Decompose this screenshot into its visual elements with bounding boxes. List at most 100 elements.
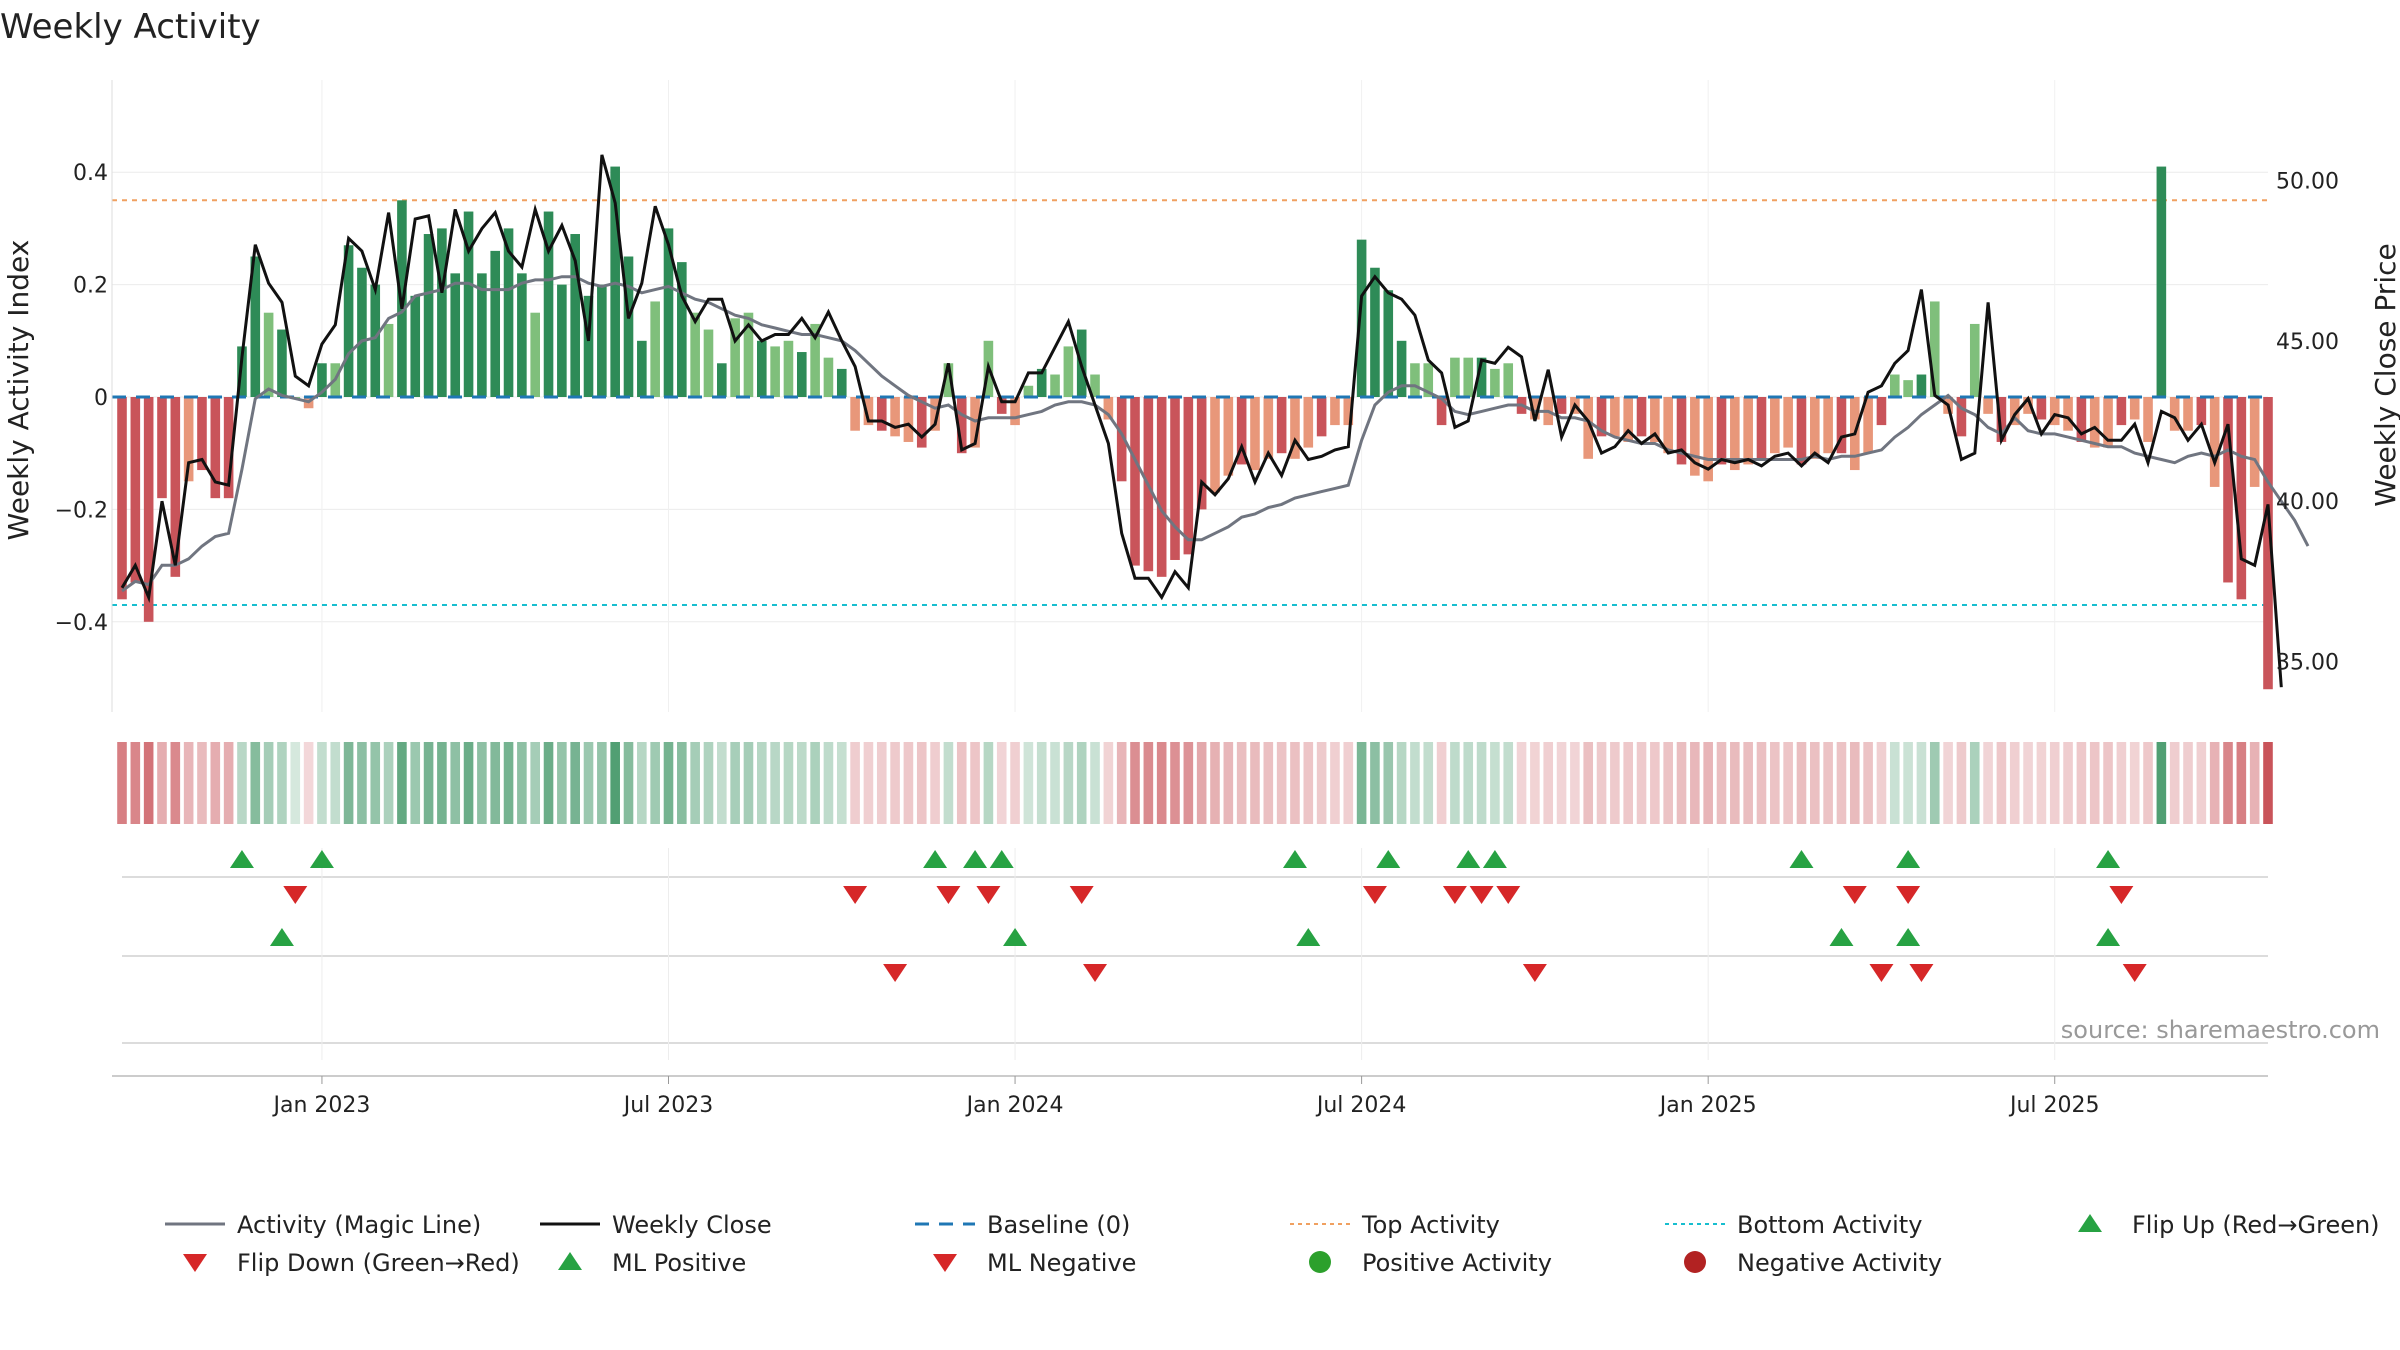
ml-positive-marker [2096, 928, 2121, 946]
heat-strip-cell [743, 742, 754, 824]
activity-bar [1636, 397, 1647, 437]
activity-bar [410, 295, 421, 397]
activity-bar [2129, 397, 2140, 420]
activity-heat-strip [117, 742, 2273, 824]
activity-bar [583, 295, 594, 397]
heat-strip-cell [1889, 742, 1900, 824]
heat-strip-cell [1916, 742, 1927, 824]
heat-strip-cell [703, 742, 714, 824]
legend-top-activity-label: Top Activity [1361, 1211, 1500, 1239]
activity-bar [836, 368, 847, 397]
activity-bar [543, 211, 554, 397]
heat-strip-cell [570, 742, 580, 824]
heat-strip-cell [197, 742, 207, 824]
activity-bar [2049, 397, 2060, 426]
legend-baseline-0-label: Baseline (0) [987, 1211, 1130, 1239]
activity-bar [1783, 397, 1793, 448]
source-note: source: sharemaestro.com [2061, 1016, 2380, 1044]
heat-strip-cell [1730, 742, 1740, 824]
activity-bar [1889, 374, 1900, 397]
activity-bar [1770, 397, 1780, 454]
activity-bar [250, 256, 261, 397]
heat-strip-cell [490, 742, 501, 824]
heat-strip-cell [437, 742, 447, 824]
flip-down-marker [1069, 886, 1094, 904]
heat-strip-cell [1676, 742, 1687, 824]
x-tick-label: Jan 2024 [965, 1093, 1064, 1118]
activity-bar [1690, 397, 1700, 476]
heat-strip-cell [1596, 742, 1607, 824]
heat-strip-cell [623, 742, 634, 824]
activity-bar [2223, 397, 2233, 583]
heat-strip-cell [1303, 742, 1314, 824]
magic-line [121, 275, 2310, 593]
ml-positive-marker [1829, 928, 1854, 946]
heat-strip-cell [1036, 742, 1047, 824]
activity-bar [783, 340, 794, 397]
heat-strip-cell [1903, 742, 1913, 824]
flip-up-marker [989, 850, 1014, 868]
heat-strip-cell [183, 742, 194, 824]
flip-down-marker [283, 886, 308, 904]
heat-strip-cell [543, 742, 554, 824]
flip-down-marker [976, 886, 1001, 904]
activity-bar [1996, 397, 2007, 442]
legend-positive-activity-label: Positive Activity [1362, 1249, 1552, 1277]
activity-bar [1929, 301, 1940, 397]
activity-bar [1423, 363, 1434, 397]
activity-bar [170, 397, 181, 577]
heat-strip-cell [2009, 742, 2020, 824]
heat-strip-cell [863, 742, 874, 824]
legend-bottom-activity-label: Bottom Activity [1737, 1211, 1922, 1239]
activity-bar [1263, 397, 1274, 459]
heat-strip-cell [330, 742, 341, 824]
activity-bar [1530, 397, 1540, 420]
heat-strip-cell [1343, 742, 1354, 824]
heat-strip-cell [2263, 742, 2273, 824]
activity-bar [996, 397, 1007, 414]
activity-bar [1210, 397, 1220, 493]
activity-bar [730, 318, 740, 397]
flip-up-marker [1282, 850, 1307, 868]
activity-bar [2156, 166, 2167, 397]
activity-bar [1730, 397, 1740, 471]
flip-down-marker [936, 886, 961, 904]
heat-strip-cell [130, 742, 141, 824]
activity-bar [1156, 397, 1167, 577]
activity-bar [1223, 397, 1234, 476]
heat-strip-cell [1810, 742, 1820, 824]
activity-bar [2076, 397, 2087, 442]
activity-bar [1343, 397, 1354, 426]
y2-tick-label: 35.00 [2276, 651, 2339, 676]
heat-strip-cell [890, 742, 900, 824]
heat-strip-cell [2076, 742, 2087, 824]
heat-strip-cell [1210, 742, 1220, 824]
activity-bar [1450, 357, 1460, 397]
heat-strip-cell [903, 742, 914, 824]
activity-bar [677, 262, 687, 397]
heat-strip-cell [1316, 742, 1327, 824]
heat-strip-cell [2209, 742, 2220, 824]
heat-strip-cell [370, 742, 381, 824]
flip-up-marker [229, 850, 254, 868]
activity-bar [1623, 397, 1633, 442]
heat-strip-cell [410, 742, 421, 824]
activity-bar [570, 234, 580, 397]
heat-strip-cell [1450, 742, 1460, 824]
heat-strip-cell [1969, 742, 1980, 824]
heat-strip-cell [1743, 742, 1753, 824]
legend-positive-activity-swatch [1309, 1251, 1331, 1273]
activity-bar [2036, 397, 2047, 420]
activity-bar [183, 397, 194, 482]
activity-bar [796, 352, 807, 397]
activity-bar [1303, 397, 1314, 448]
heat-strip-cell [1556, 742, 1567, 824]
heat-strip-cell [2236, 742, 2247, 824]
y-tick-label: 0 [94, 386, 108, 411]
activity-bar [2089, 397, 2100, 448]
flip-up-marker [1456, 850, 1481, 868]
heat-strip-cell [423, 742, 434, 824]
heat-strip-cell [143, 742, 154, 824]
flip-up-marker [1482, 850, 1507, 868]
x-tick-label: Jul 2024 [1315, 1093, 1407, 1118]
